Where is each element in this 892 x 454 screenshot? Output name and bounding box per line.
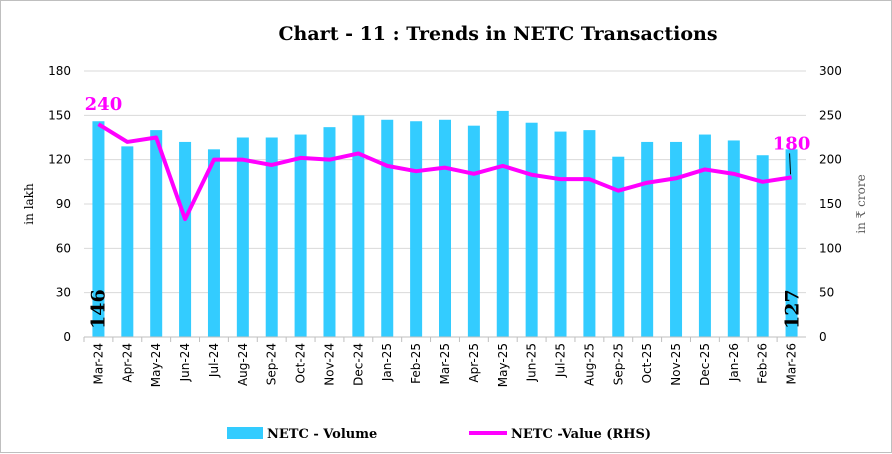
y-right-tick-label: 0 xyxy=(819,330,827,344)
y-left-tick-label: 30 xyxy=(56,286,71,300)
x-tick-label: Oct-24 xyxy=(294,343,308,383)
bar-volume-Jan-26 xyxy=(728,140,740,337)
bar-volume-Dec-24 xyxy=(352,115,364,337)
bar-volume-Dec-25 xyxy=(699,135,711,337)
x-tick-label: Nov-24 xyxy=(322,343,336,386)
x-tick-label: Jul-24 xyxy=(207,343,221,378)
volume-label-first: 146 xyxy=(87,289,109,329)
x-tick-label: Jan-26 xyxy=(727,343,741,382)
x-tick-label: Jan-25 xyxy=(380,343,394,382)
y-left-tick-label: 0 xyxy=(63,330,71,344)
x-tick-label: Feb-25 xyxy=(409,343,423,384)
x-tick-label: May-25 xyxy=(496,343,510,387)
legend-label-volume: NETC - Volume xyxy=(267,427,377,442)
bar-volume-May-24 xyxy=(150,130,162,337)
y-right-tick-label: 250 xyxy=(819,108,842,122)
value-label-last: 180 xyxy=(773,133,811,154)
value-label-first: 240 xyxy=(85,94,123,115)
bar-volume-Feb-25 xyxy=(410,121,422,337)
x-tick-label: Sep-25 xyxy=(611,343,625,385)
bar-volume-Jul-25 xyxy=(555,132,567,337)
y-left-tick-label: 60 xyxy=(56,241,71,255)
y-axis-left-label: in lakh xyxy=(22,183,36,225)
y-left-tick-label: 120 xyxy=(48,153,71,167)
bar-volume-Mar-25 xyxy=(439,120,451,337)
bar-volume-Jan-25 xyxy=(381,120,393,337)
bar-volume-Apr-24 xyxy=(121,146,133,337)
bar-volume-Jun-25 xyxy=(526,123,538,337)
legend-swatch-volume xyxy=(227,427,263,439)
x-tick-label: Aug-25 xyxy=(582,343,596,386)
y-right-tick-label: 100 xyxy=(819,241,842,255)
y-right-tick-label: 300 xyxy=(819,64,842,78)
x-tick-label: Jun-25 xyxy=(525,343,539,382)
x-tick-label: Oct-25 xyxy=(640,343,654,383)
x-tick-label: Mar-26 xyxy=(785,343,799,384)
x-tick-label: May-24 xyxy=(149,343,163,387)
bar-volume-Jun-24 xyxy=(179,142,191,337)
y-axis-right-label: in ₹ crore xyxy=(854,174,868,233)
bar-volume-Aug-24 xyxy=(237,138,249,338)
bar-volume-Oct-24 xyxy=(295,135,307,337)
x-tick-label: Mar-24 xyxy=(91,343,105,384)
x-tick-label: Sep-24 xyxy=(265,343,279,385)
y-left-tick-label: 90 xyxy=(56,197,71,211)
legend-label-value: NETC -Value (RHS) xyxy=(511,427,651,442)
bar-volume-Sep-24 xyxy=(266,138,278,338)
x-tick-label: Jul-25 xyxy=(554,343,568,378)
bar-volume-Oct-25 xyxy=(641,142,653,337)
bar-volume-May-25 xyxy=(497,111,509,337)
y-left-tick-label: 150 xyxy=(48,108,71,122)
volume-label-last: 127 xyxy=(782,289,804,329)
y-right-tick-label: 200 xyxy=(819,153,842,167)
legend: NETC - Volume NETC -Value (RHS) xyxy=(227,427,651,442)
x-tick-label: Nov-25 xyxy=(669,343,683,386)
chart-title: Chart - 11 : Trends in NETC Transactions xyxy=(278,23,717,45)
x-tick-label: Apr-25 xyxy=(467,343,481,383)
bar-volume-Nov-25 xyxy=(670,142,682,337)
bar-volume-Jul-24 xyxy=(208,149,220,337)
y-right-tick-label: 50 xyxy=(819,286,834,300)
y-left-tick-label: 180 xyxy=(48,64,71,78)
x-tick-label: Jun-24 xyxy=(178,343,192,382)
x-tick-label: Feb-26 xyxy=(756,343,770,384)
bar-volume-Sep-25 xyxy=(612,157,624,337)
bar-volume-Aug-25 xyxy=(583,130,595,337)
x-tick-label: Apr-24 xyxy=(120,343,134,383)
x-tick-label: Dec-25 xyxy=(698,343,712,386)
x-tick-label: Aug-24 xyxy=(236,343,250,386)
y-right-tick-label: 150 xyxy=(819,197,842,211)
bar-volume-Apr-25 xyxy=(468,126,480,337)
x-tick-label: Dec-24 xyxy=(351,343,365,386)
x-tick-label: Mar-25 xyxy=(438,343,452,384)
